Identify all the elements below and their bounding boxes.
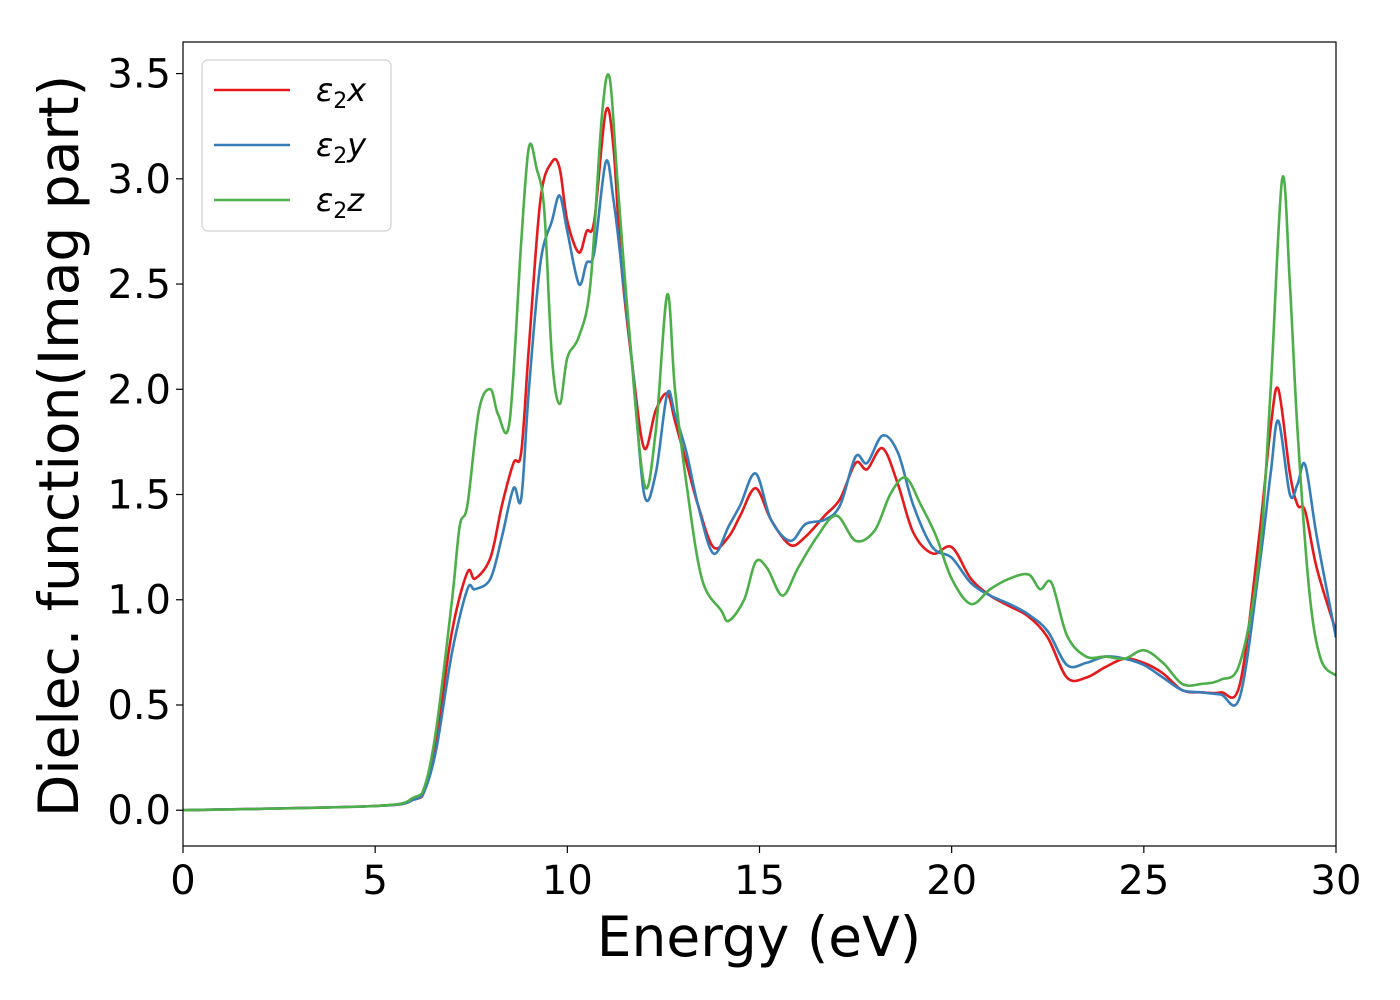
x-tick-label: 10 (542, 858, 593, 904)
x-tick-label: 30 (1311, 858, 1362, 904)
series-line-y (183, 159, 1336, 812)
y-tick-label: 0.5 (107, 683, 171, 729)
x-axis-title: Energy (eV) (597, 905, 921, 969)
y-tick-label: 1.0 (107, 578, 171, 624)
x-tick-label: 15 (734, 858, 785, 904)
x-tick-label: 0 (170, 858, 195, 904)
y-axis-title: Dielec. function(Imag part) (27, 75, 91, 817)
y-tick-label: 2.5 (107, 262, 171, 308)
legend-label-z: ε2z (316, 181, 365, 224)
x-tick-label: 25 (1118, 858, 1169, 904)
y-tick-label: 3.5 (107, 52, 171, 98)
legend-box (201, 59, 392, 232)
x-tick-label: 5 (362, 858, 387, 904)
legend: ε2x ε2y ε2z (201, 59, 392, 232)
legend-label-x: ε2x (316, 71, 367, 114)
y-tick-label: 3.0 (107, 157, 171, 203)
series-line-z (183, 73, 1336, 812)
y-tick-label: 1.5 (107, 473, 171, 519)
plot-area (183, 73, 1336, 812)
legend-label-y: ε2y (316, 126, 367, 169)
y-tick-label: 0.0 (107, 788, 171, 834)
axes: 0 5 10 15 20 25 30 0.0 0.5 1.0 1.5 2.0 2.5 3.0 3.5 (107, 41, 1362, 904)
y-tick-label: 2.0 (107, 367, 171, 413)
x-tick-label: 20 (926, 858, 977, 904)
